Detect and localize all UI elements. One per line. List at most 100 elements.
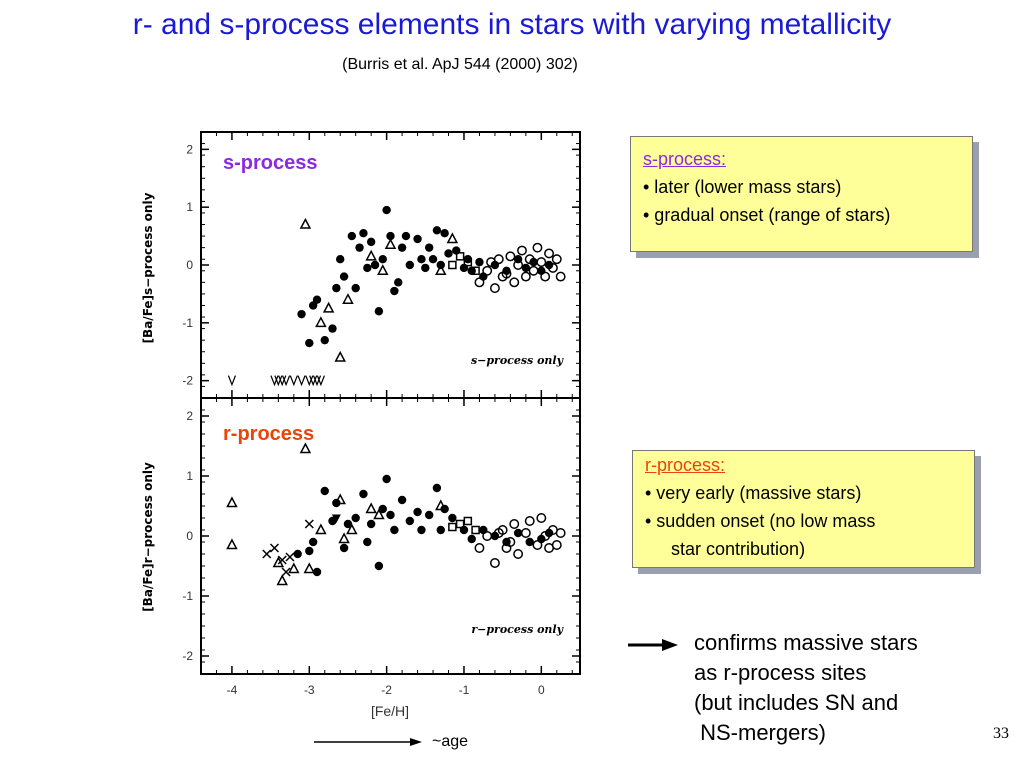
upper-limit-mark <box>274 375 283 387</box>
data-point-triangle <box>384 238 397 250</box>
data-point-triangle <box>435 499 447 511</box>
data-point-triangle <box>299 217 312 229</box>
conclusion-text: confirms massive stars as r-process site… <box>694 628 918 748</box>
conclusion-line: as r-process sites <box>694 660 867 685</box>
data-point-filled-circle <box>394 278 403 287</box>
data-point-triangle <box>226 538 238 550</box>
data-point-filled-circle <box>320 486 329 496</box>
data-point-filled-circle <box>424 243 434 252</box>
y-tick-label: 1 <box>186 200 193 214</box>
x-tick-label: -2 <box>381 683 392 697</box>
data-point-filled-circle <box>351 513 360 523</box>
s-panel-points <box>227 205 566 387</box>
data-point-filled-circle <box>390 286 399 296</box>
r-panel-label: r-process <box>223 423 314 445</box>
data-point-filled-circle <box>382 205 391 215</box>
x-tick-label: -1 <box>459 683 470 697</box>
data-point-triangle <box>334 350 346 362</box>
data-point-filled-circle <box>308 537 318 547</box>
data-point-open-circle <box>489 283 500 294</box>
conclusion-line: (but includes SN and <box>694 690 899 715</box>
data-point-filled-circle <box>390 525 399 535</box>
x-tick-label: -4 <box>227 683 238 697</box>
r-process-note: r-process: • very early (massive stars) … <box>632 450 975 568</box>
x-tick-label: -3 <box>304 683 315 697</box>
s-process-note-heading: s-process: <box>643 149 727 169</box>
data-point-triangle <box>373 508 385 520</box>
slide-subtitle: (Burris et al. ApJ 544 (2000) 302) <box>342 56 578 73</box>
data-point-triangle <box>315 316 327 328</box>
upper-limit-mark <box>278 375 287 387</box>
s-panel-label: s-process <box>223 152 318 174</box>
r-panel-points <box>226 442 566 586</box>
data-point-filled-circle <box>312 295 322 304</box>
data-point-triangle <box>446 232 459 244</box>
data-point-triangle <box>288 562 300 574</box>
data-point-filled-circle <box>417 525 426 535</box>
data-point-filled-circle <box>305 338 314 348</box>
data-point-triangle <box>365 249 377 261</box>
page-number: 33 <box>993 725 1009 742</box>
data-point-filled-circle <box>305 546 314 556</box>
data-point-triangle <box>334 493 346 505</box>
data-point-open-circle <box>544 248 555 259</box>
upper-limit-mark <box>309 375 318 387</box>
s-process-note: s-process: • later (lower mass stars) • … <box>630 136 973 252</box>
slide-title: r- and s-process elements in stars with … <box>132 8 892 41</box>
data-point-triangle <box>299 442 312 454</box>
data-point-filled-circle <box>405 516 415 526</box>
r-process-note-line: • sudden onset (no low mass <box>645 511 876 531</box>
data-point-open-circle <box>551 540 562 550</box>
data-point-triangle <box>226 496 238 508</box>
data-point-filled-circle <box>467 534 476 544</box>
upper-limit-mark <box>289 375 298 387</box>
upper-limit-mark <box>297 375 306 387</box>
data-point-filled-circle <box>359 489 368 499</box>
data-point-open-circle <box>482 265 493 276</box>
data-point-filled-circle <box>436 525 445 535</box>
data-point-open-circle <box>532 242 543 253</box>
data-point-filled-circle <box>413 507 422 517</box>
data-point-triangle <box>322 301 335 313</box>
r-process-note-line: star contribution) <box>671 539 806 559</box>
upper-limit-mark <box>282 375 291 387</box>
data-point-triangle <box>377 264 389 276</box>
upper-limit-mark <box>227 375 236 387</box>
data-point-square <box>448 522 457 532</box>
y-tick-label: 1 <box>186 469 193 483</box>
data-point-cross <box>269 543 280 553</box>
data-point-filled-circle <box>370 260 380 270</box>
data-point-filled-circle <box>397 243 407 252</box>
conclusion-line: confirms massive stars <box>694 630 918 655</box>
conclusion-line: NS-mergers) <box>694 720 827 745</box>
data-point-open-circle <box>540 531 551 541</box>
data-point-filled-circle <box>366 519 376 529</box>
data-point-filled-circle <box>421 263 430 273</box>
data-point-filled-circle <box>363 537 372 547</box>
s-process-note-line: • later (lower mass stars) <box>643 177 842 197</box>
data-point-filled-circle <box>521 263 531 273</box>
data-point-filled-circle <box>440 228 449 238</box>
data-point-open-circle <box>528 265 539 276</box>
s-panel-ylabel: [Ba/Fe]s−process only <box>141 192 155 343</box>
data-point-filled-circle <box>413 234 422 244</box>
y-tick-label: -2 <box>182 374 193 388</box>
data-point-filled-circle <box>432 483 442 493</box>
x-tick-label: 0 <box>538 683 545 697</box>
y-tick-label: 0 <box>186 258 193 272</box>
r-panel-ylabel: [Ba/Fe]r−process only <box>141 462 155 612</box>
data-point-open-circle <box>517 245 527 256</box>
data-point-open-circle <box>486 257 497 268</box>
data-point-open-circle <box>536 513 547 523</box>
data-point-open-circle <box>482 531 493 541</box>
conclusion-arrow <box>628 639 678 651</box>
data-point-open-circle <box>474 543 485 553</box>
data-point-open-circle <box>520 528 531 538</box>
data-point-filled-circle <box>312 567 322 577</box>
data-point-filled-circle <box>417 255 426 264</box>
data-point-filled-circle <box>320 335 329 345</box>
data-point-square <box>455 252 465 261</box>
s-process-note-line: • gradual onset (range of stars) <box>643 205 891 225</box>
data-point-filled-circle <box>351 283 360 293</box>
